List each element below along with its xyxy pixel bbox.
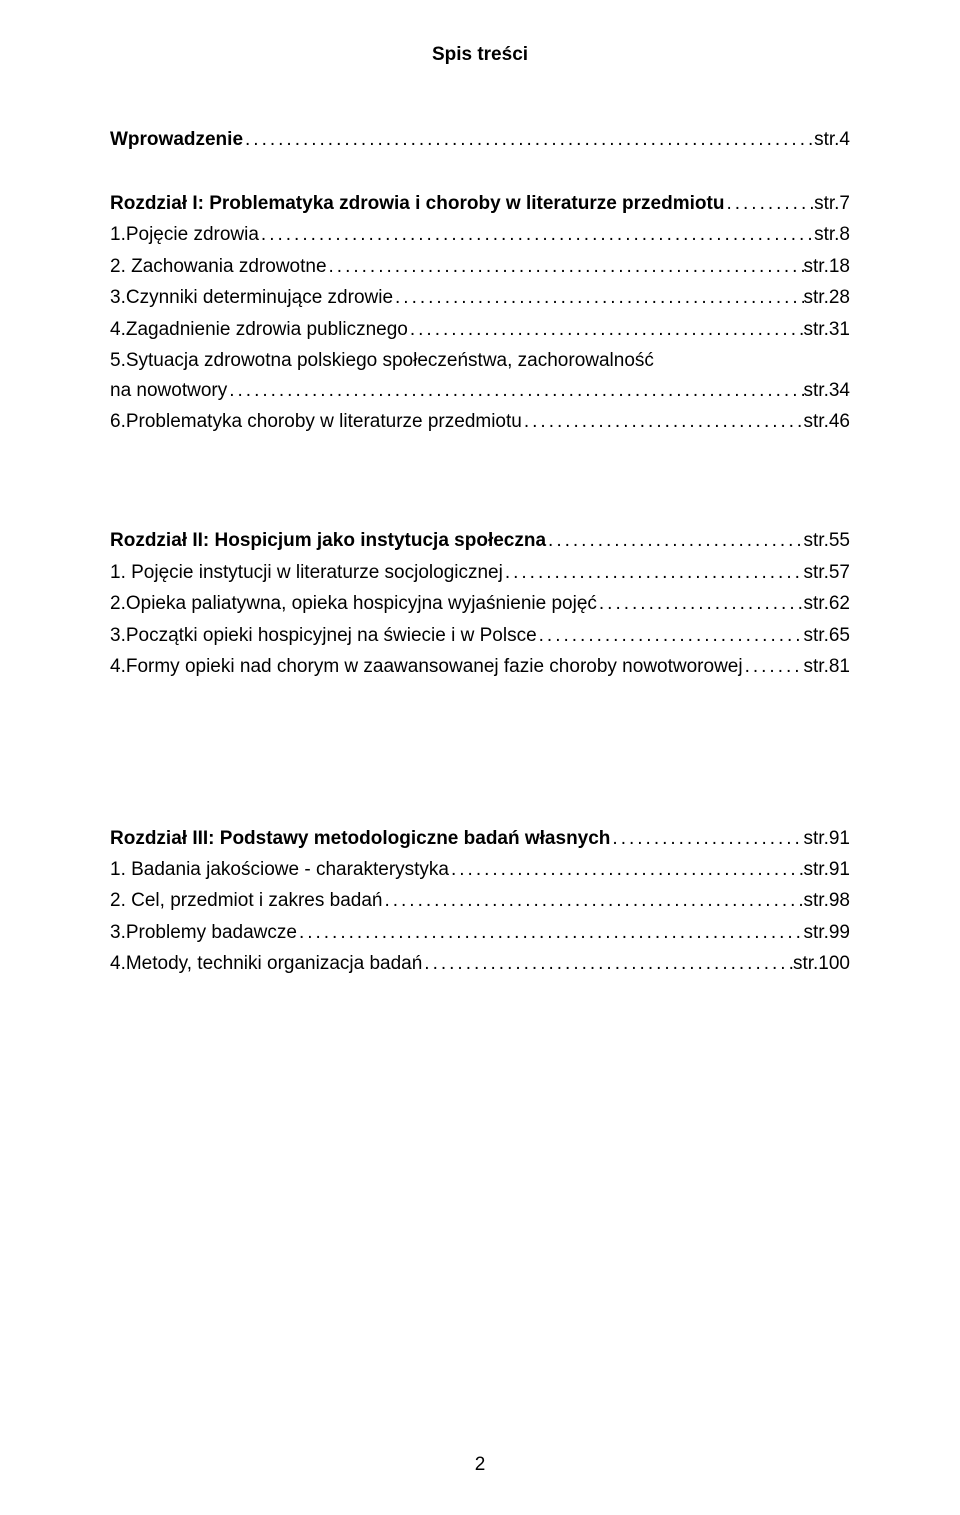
toc-dots <box>503 558 804 587</box>
toc-page: str.57 <box>804 558 850 587</box>
toc-dots <box>743 652 804 681</box>
toc-label: 2. Cel, przedmiot i zakres badań <box>110 886 382 915</box>
toc-label: Wprowadzenie <box>110 125 243 154</box>
toc-dots <box>449 855 804 884</box>
toc-entry: 3.Problemy badawcze str.99 <box>110 918 850 947</box>
page-title: Spis treści <box>110 40 850 69</box>
toc-dots <box>297 918 804 947</box>
toc-dots <box>382 886 803 915</box>
toc-entry: 2. Cel, przedmiot i zakres badań str.98 <box>110 886 850 915</box>
toc-entry: Rozdział I: Problematyka zdrowia i choro… <box>110 189 850 218</box>
toc-entry: 5.Sytuacja zdrowotna polskiego społeczeń… <box>110 346 850 405</box>
toc-label: 3.Problemy badawcze <box>110 918 297 947</box>
toc-dots <box>522 407 804 436</box>
toc-entry: Wprowadzenie str.4 <box>110 125 850 154</box>
toc-page: str.7 <box>814 189 850 218</box>
toc-dots <box>724 189 814 218</box>
toc-dots <box>327 252 804 281</box>
toc-entry: Rozdział II: Hospicjum jako instytucja s… <box>110 526 850 555</box>
toc-dots <box>610 824 803 853</box>
toc-label: Rozdział I: Problematyka zdrowia i choro… <box>110 189 724 218</box>
toc-dots <box>259 220 814 249</box>
toc-label: 4.Metody, techniki organizacja badań <box>110 949 422 978</box>
section-gap <box>110 438 850 526</box>
toc-label: 3.Czynniki determinujące zdrowie <box>110 283 393 312</box>
toc-label: na nowotwory <box>110 376 227 405</box>
toc-dots <box>597 589 804 618</box>
toc-label: 1. Pojęcie instytucji w literaturze socj… <box>110 558 503 587</box>
toc-label: 4.Zagadnienie zdrowia publicznego <box>110 315 408 344</box>
toc-dots <box>243 125 814 154</box>
toc-label: 3.Początki opieki hospicyjnej na świecie… <box>110 621 537 650</box>
toc-entry: 1. Pojęcie instytucji w literaturze socj… <box>110 558 850 587</box>
toc-entry: Rozdział III: Podstawy metodologiczne ba… <box>110 824 850 853</box>
toc-page: str.91 <box>804 824 850 853</box>
toc-page: str.98 <box>804 886 850 915</box>
toc-page: str.8 <box>814 220 850 249</box>
toc-page: str.55 <box>804 526 850 555</box>
toc-page: str.100 <box>793 949 850 978</box>
toc-label: 6.Problematyka choroby w literaturze prz… <box>110 407 522 436</box>
toc-entry: 1.Pojęcie zdrowia str.8 <box>110 220 850 249</box>
section-gap <box>110 157 850 189</box>
toc-page: str.34 <box>804 376 850 405</box>
toc-dots <box>393 283 804 312</box>
toc-label: 2. Zachowania zdrowotne <box>110 252 327 281</box>
toc-page: str.31 <box>804 315 850 344</box>
toc-label: 4.Formy opieki nad chorym w zaawansowane… <box>110 652 743 681</box>
toc-page: str.62 <box>804 589 850 618</box>
toc-entry: 4.Metody, techniki organizacja badań str.… <box>110 949 850 978</box>
page-number: 2 <box>0 1450 960 1479</box>
table-of-contents: Wprowadzenie str.4 Rozdział I: Problematyk… <box>110 125 850 978</box>
toc-entry: 3.Początki opieki hospicyjnej na świecie… <box>110 621 850 650</box>
toc-page: str.99 <box>804 918 850 947</box>
toc-page: str.18 <box>804 252 850 281</box>
toc-entry: 1. Badania jakościowe - charakterystyka s… <box>110 855 850 884</box>
toc-label: 5.Sytuacja zdrowotna polskiego społeczeń… <box>110 346 850 375</box>
toc-entry: 4.Formy opieki nad chorym w zaawansowane… <box>110 652 850 681</box>
toc-entry: 2.Opieka paliatywna, opieka hospicyjna w… <box>110 589 850 618</box>
toc-entry: 6.Problematyka choroby w literaturze prz… <box>110 407 850 436</box>
toc-dots <box>422 949 793 978</box>
toc-dots <box>227 376 803 405</box>
toc-dots <box>546 526 803 555</box>
toc-label: Rozdział III: Podstawy metodologiczne ba… <box>110 824 610 853</box>
toc-label: 1.Pojęcie zdrowia <box>110 220 259 249</box>
toc-entry: 2. Zachowania zdrowotne str.18 <box>110 252 850 281</box>
toc-label: Rozdział II: Hospicjum jako instytucja s… <box>110 526 546 555</box>
toc-page: str.4 <box>814 125 850 154</box>
toc-label: 1. Badania jakościowe - charakterystyka <box>110 855 449 884</box>
toc-dots <box>537 621 804 650</box>
toc-entry: 3.Czynniki determinujące zdrowie str.28 <box>110 283 850 312</box>
toc-page: str.81 <box>804 652 850 681</box>
toc-label: 2.Opieka paliatywna, opieka hospicyjna w… <box>110 589 597 618</box>
toc-page: str.65 <box>804 621 850 650</box>
section-gap <box>110 684 850 824</box>
toc-page: str.28 <box>804 283 850 312</box>
toc-entry: 4.Zagadnienie zdrowia publicznego str.31 <box>110 315 850 344</box>
toc-dots <box>408 315 804 344</box>
toc-page: str.46 <box>804 407 850 436</box>
toc-page: str.91 <box>804 855 850 884</box>
